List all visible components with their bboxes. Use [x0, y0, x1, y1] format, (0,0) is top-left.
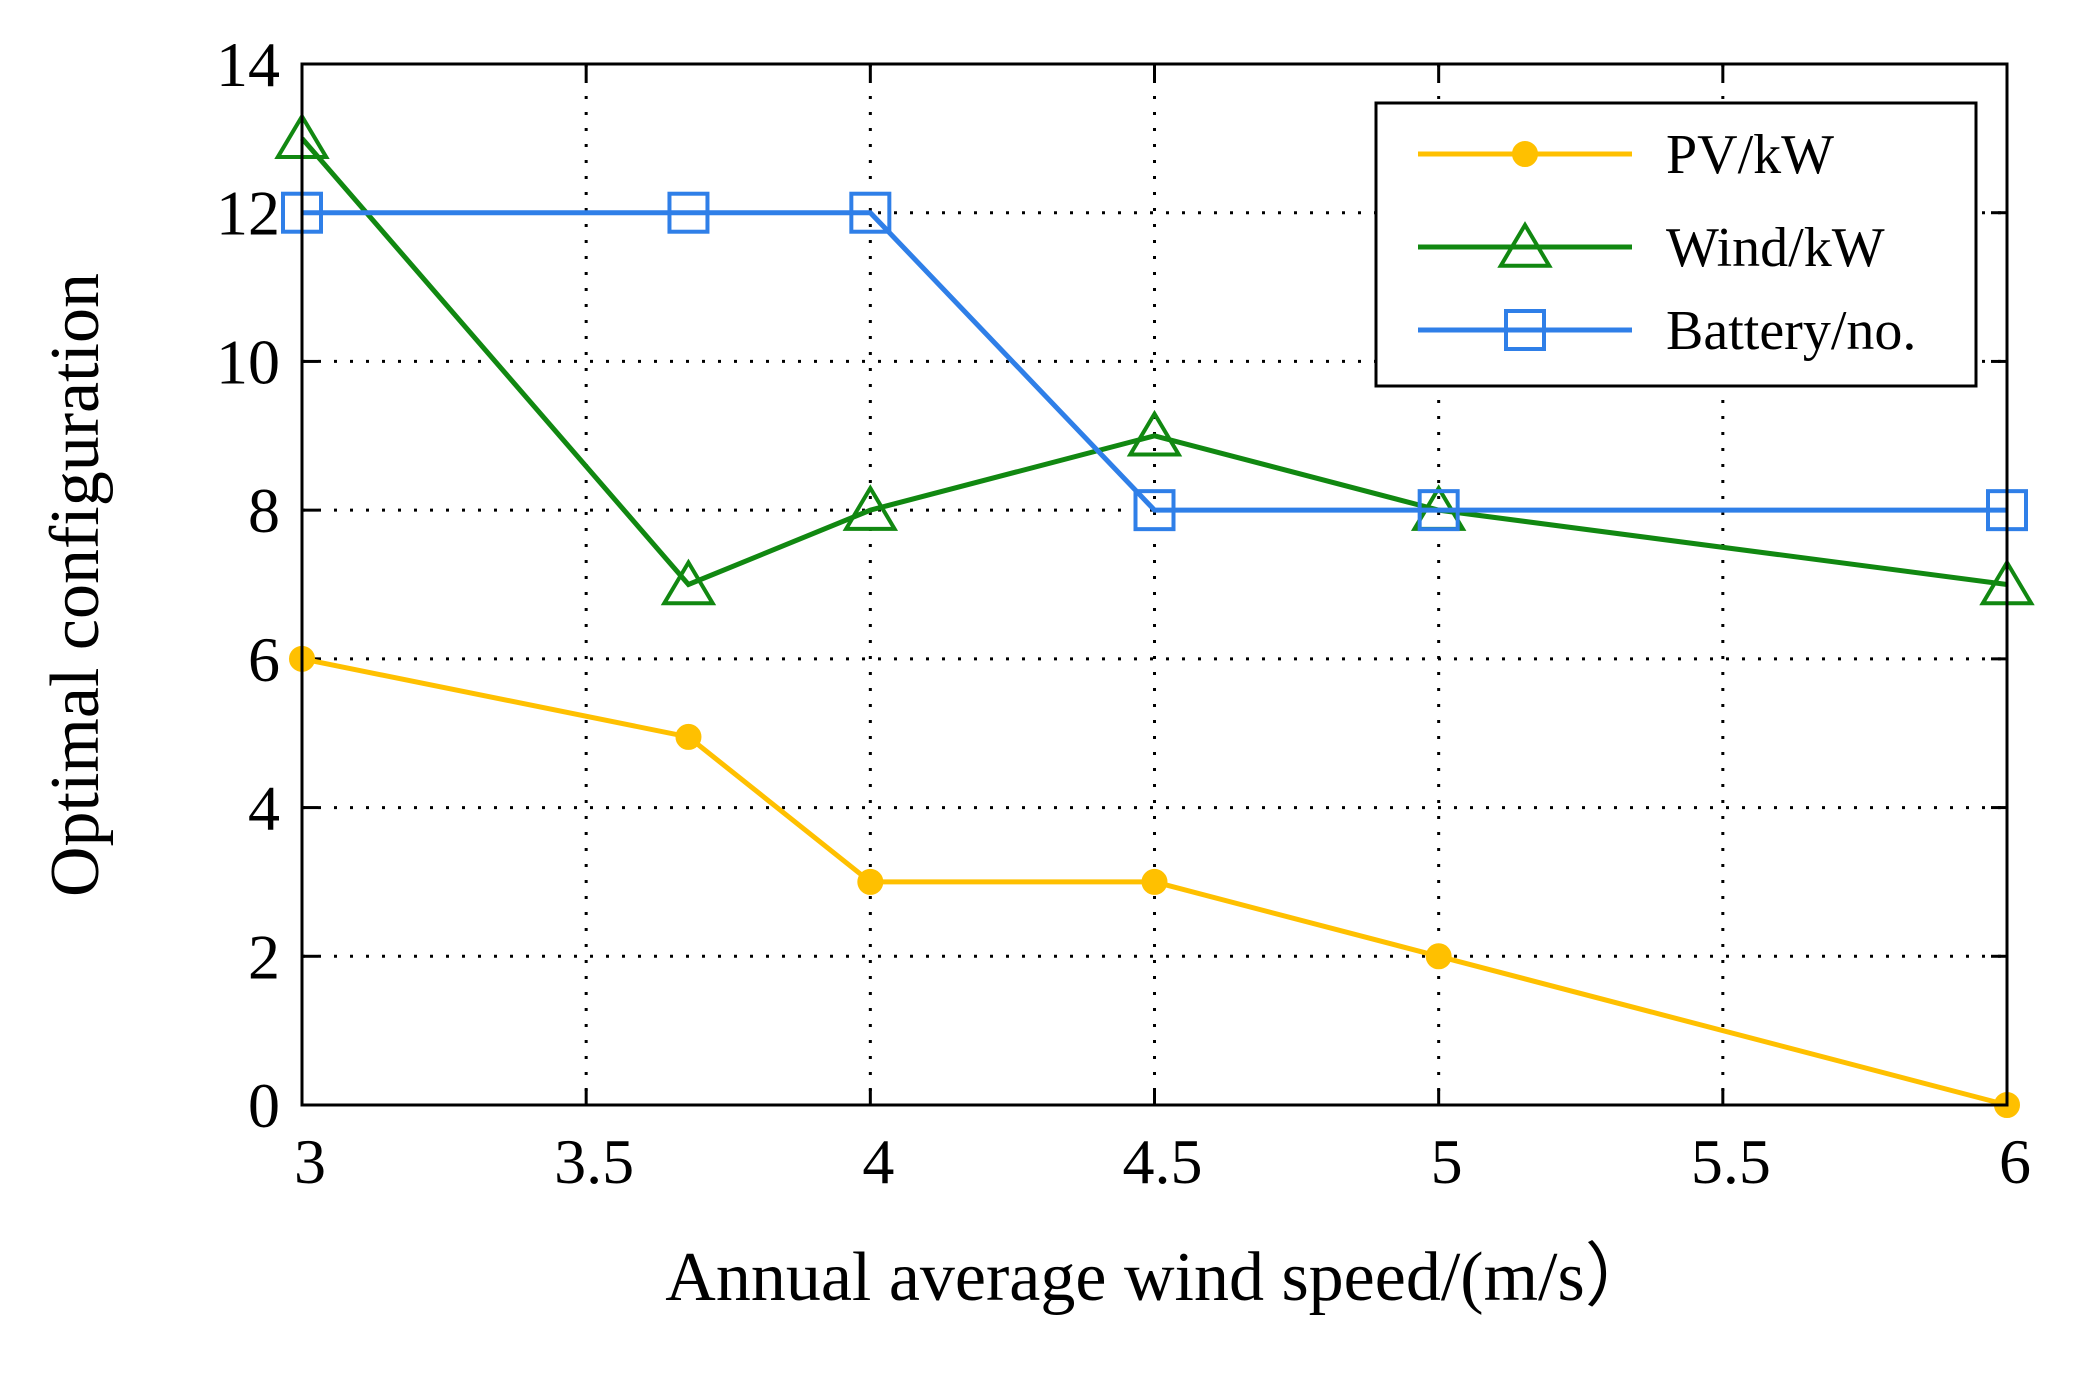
- series-line: [301, 656, 2008, 1108]
- data-point: [667, 191, 710, 234]
- plot-frame: [300, 62, 2009, 1107]
- x-tick-label: 3.5: [554, 1126, 634, 1197]
- data-point: [857, 868, 884, 895]
- data-point: [675, 723, 702, 750]
- y-tick-label: 4: [248, 773, 280, 844]
- x-tick-label: 4.5: [1123, 1126, 1203, 1197]
- legend-entry: PV/kW: [1418, 124, 1834, 186]
- x-tick-label: 5.5: [1691, 1126, 1771, 1197]
- data-point: [1417, 489, 1460, 532]
- legend-entries: PV/kW Wind/kW Battery/no.: [1418, 124, 1916, 362]
- series-line: [300, 136, 2008, 588]
- y-tick-label: 12: [216, 178, 280, 249]
- legend-marker: [1504, 309, 1546, 351]
- y-tick-label: 2: [248, 921, 280, 992]
- legend: PV/kW Wind/kW Battery/no.: [1374, 101, 1978, 388]
- legend-label: Wind/kW: [1666, 217, 1885, 279]
- data-point: [849, 191, 892, 234]
- y-tick-label: 6: [248, 624, 280, 695]
- legend-entry: Wind/kW: [1418, 217, 1885, 279]
- data-point: [1425, 943, 1452, 970]
- y-tick-label: 8: [248, 475, 280, 546]
- y-axis-title: Optimal configuration: [37, 273, 114, 897]
- data-point: [1126, 409, 1183, 457]
- tick-labels: 3 3.5 4 4.5 5 5.5 6 0 2 4 6 8 10 12 14: [216, 29, 2031, 1197]
- legend-label: Battery/no.: [1666, 300, 1916, 362]
- legend-marker: [1497, 221, 1553, 268]
- series-line: [302, 210, 2007, 513]
- x-tick-label: 5: [1431, 1126, 1463, 1197]
- legend-marker: [1512, 141, 1538, 167]
- y-tick-label: 14: [216, 29, 280, 100]
- y-tick-label: 0: [248, 1070, 280, 1141]
- data-point: [1141, 868, 1168, 895]
- x-axis-title: Annual average wind speed/(m/s）: [665, 1239, 1654, 1316]
- data-point: [660, 558, 717, 606]
- legend-entry: Battery/no.: [1418, 300, 1916, 362]
- series-pv-kw: [289, 645, 2020, 1118]
- x-tick-label: 6: [1999, 1126, 2031, 1197]
- legend-label: PV/kW: [1666, 124, 1834, 186]
- x-tick-label: 3: [294, 1126, 326, 1197]
- x-tick-label: 4: [862, 1126, 894, 1197]
- data-point: [1133, 489, 1176, 532]
- series-group: [274, 112, 2035, 1118]
- y-tick-label: 10: [216, 326, 280, 397]
- data-point: [842, 484, 899, 531]
